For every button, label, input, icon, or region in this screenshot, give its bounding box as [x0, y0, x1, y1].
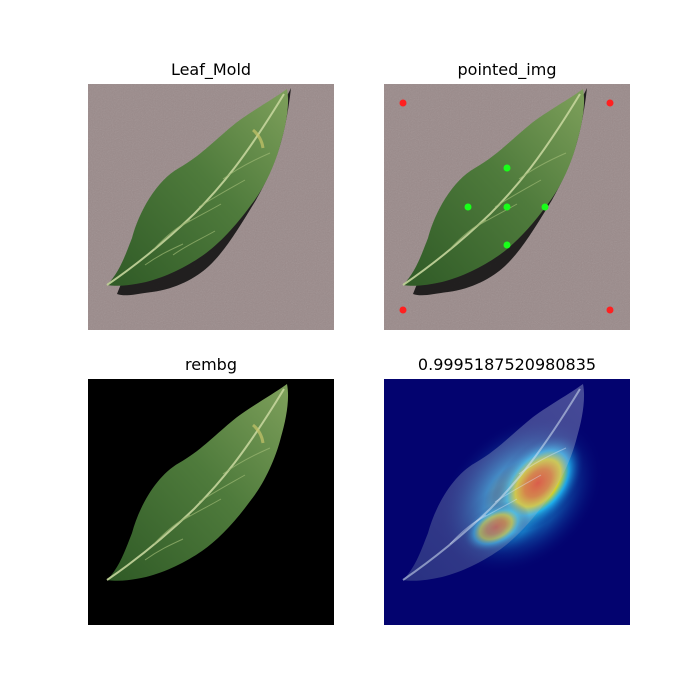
- panel-title-original: Leaf_Mold: [170, 60, 252, 79]
- leaf-point-right: [541, 203, 549, 211]
- leaf-point-left: [464, 203, 472, 211]
- background-point-top-left: [399, 99, 407, 107]
- panel-title-mask: rembg: [185, 355, 237, 374]
- leaf-point-bottom: [503, 241, 511, 249]
- attention-heatmap: [384, 379, 630, 625]
- background-removed-leaf: [88, 379, 334, 625]
- panel-title-points: pointed_img: [457, 60, 557, 79]
- background-point-top-right: [606, 99, 614, 107]
- leaf-point-top: [503, 164, 511, 172]
- heatmap-panel: [384, 379, 630, 625]
- background-point-bottom-right: [606, 306, 614, 314]
- pointed-leaf-photo: [384, 84, 630, 330]
- leaf-point-center: [503, 203, 511, 211]
- pointed-image-panel: [384, 84, 630, 330]
- leaf-photo: [88, 84, 334, 330]
- panel-title-heatmap: 0.9995187520980835: [417, 355, 597, 374]
- original-image-panel: [88, 84, 334, 330]
- rembg-panel: [88, 379, 334, 625]
- background-point-bottom-left: [399, 306, 407, 314]
